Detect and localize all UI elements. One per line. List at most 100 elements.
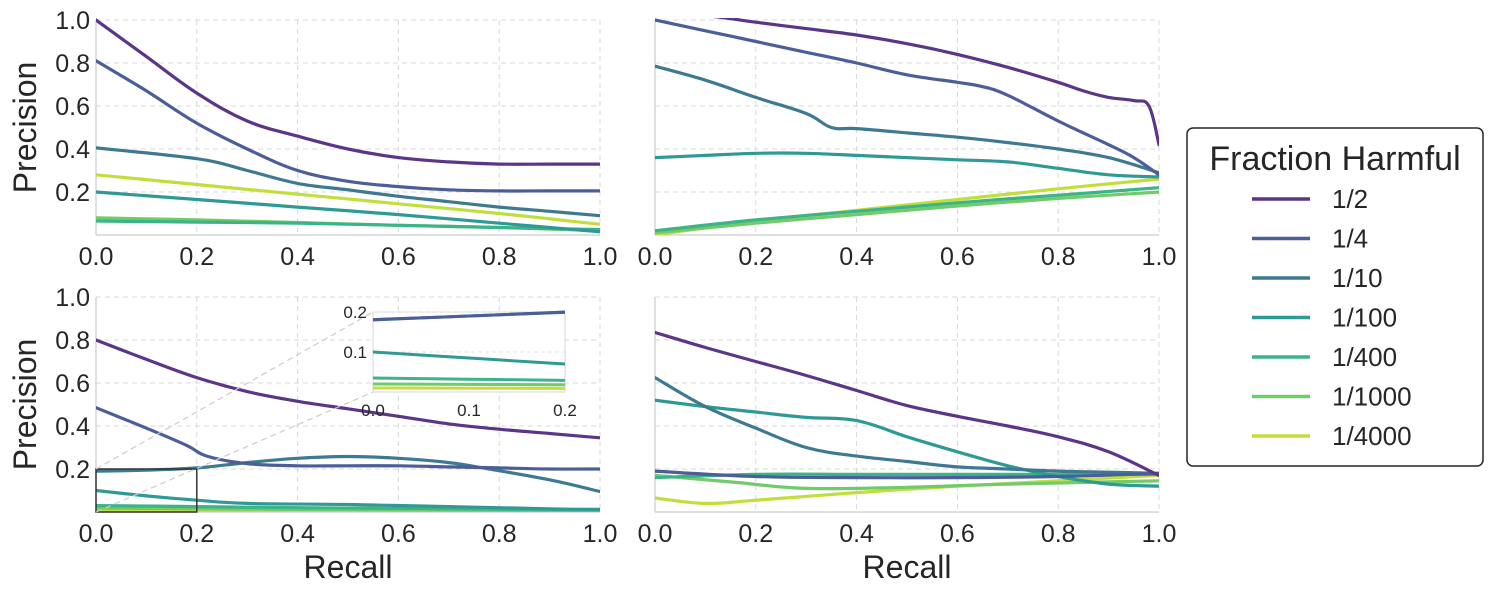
- series-line-1-100: [96, 190, 600, 234]
- legend-frame: [1186, 127, 1484, 467]
- series-lines: [655, 330, 1159, 506]
- legend-label: 1/2: [1332, 184, 1368, 214]
- legend-item: 1/100: [1252, 303, 1397, 333]
- legend: Fraction Harmful 1/2 1/4 1/10 1/100 1/400 1/1…: [1186, 127, 1484, 467]
- x-axis-label: Recall: [304, 549, 393, 585]
- series-line-1-4000: [655, 473, 1159, 506]
- series-line-1-2: [96, 338, 600, 440]
- legend-item: 1/2: [1252, 184, 1368, 214]
- y-axis-label: Precision: [7, 339, 43, 471]
- inset-line-1-1000: [373, 382, 565, 387]
- x-tick-label: 0.0: [638, 520, 673, 548]
- x-tick-label: 1.0: [583, 243, 618, 271]
- x-tick-label: 0.6: [940, 520, 975, 548]
- legend-label: 1/4000: [1332, 421, 1412, 451]
- panel-top-right: 0.0 0.2 0.4 0.6 0.8 1.0: [638, 18, 1177, 271]
- series-line-1-2: [96, 18, 600, 166]
- panel-bottom-left: 0.0 0.2 0.4 0.6 0.8 1.0 0.2 0.4 0.6 0.8 1.0 Precisi…: [7, 284, 617, 585]
- grid: [654, 19, 1160, 235]
- x-tick-label: 0.6: [381, 243, 416, 271]
- x-tick-label: 0.4: [280, 243, 315, 271]
- x-tick-label: 0.8: [482, 520, 517, 548]
- y-tick-label: 0.6: [55, 370, 90, 398]
- x-tick-label: 0.2: [738, 520, 773, 548]
- legend-label: 1/100: [1332, 303, 1397, 333]
- series-lines: [655, 18, 1159, 235]
- inset-zoom: 0.0 0.1 0.2 0.1 0.2: [95, 303, 577, 513]
- y-tick-label: 0.8: [55, 327, 90, 355]
- legend-item: 1/4: [1252, 224, 1368, 254]
- y-tick-label: 0.4: [55, 413, 90, 441]
- y-tick-label: 0.2: [55, 179, 90, 207]
- inset-line-1-400: [373, 376, 565, 382]
- series-line-1-10: [96, 454, 600, 494]
- series-lines: [96, 338, 600, 512]
- series-line-1-100: [96, 488, 600, 511]
- series-line-1-400: [655, 186, 1159, 233]
- x-tick-label: 1.0: [1142, 243, 1177, 271]
- panels: 0.0 0.2 0.4 0.6 0.8 1.0 0.2 0.4 0.6 0.8 1.0 Precisi…: [7, 7, 1176, 585]
- x-tick-label: 0.0: [79, 243, 114, 271]
- legend-label: 1/4: [1332, 224, 1368, 254]
- legend-label: 1/400: [1332, 342, 1397, 372]
- legend-item: 1/4000: [1252, 421, 1412, 451]
- zoom-connector: [95, 391, 374, 513]
- legend-item: 1/1000: [1252, 382, 1412, 412]
- inset-x-tick-label: 0.2: [553, 401, 577, 420]
- series-line-1-100: [655, 151, 1159, 179]
- series-lines: [96, 18, 600, 234]
- x-tick-label: 0.4: [280, 520, 315, 548]
- x-tick-label: 0.2: [179, 520, 214, 548]
- x-tick-label: 0.0: [79, 520, 114, 548]
- series-line-1-2: [655, 330, 1159, 477]
- y-tick-label: 1.0: [55, 7, 90, 35]
- y-tick-label: 0.6: [55, 93, 90, 121]
- inset-series-lines: [373, 310, 565, 390]
- legend-item: 1/10: [1252, 263, 1383, 293]
- grid: [654, 296, 1160, 512]
- legend-item: 1/400: [1252, 342, 1397, 372]
- y-tick-label: 1.0: [55, 284, 90, 312]
- series-line-1-400: [96, 219, 600, 232]
- y-tick-label: 0.8: [55, 50, 90, 78]
- x-tick-label: 0.8: [482, 243, 517, 271]
- x-tick-label: 0.0: [638, 243, 673, 271]
- inset-y-tick-label: 0.1: [343, 343, 367, 362]
- x-tick-label: 0.8: [1041, 520, 1076, 548]
- x-tick-label: 0.2: [179, 243, 214, 271]
- inset-x-tick-label: 0.1: [457, 401, 481, 420]
- x-tick-label: 1.0: [1142, 520, 1177, 548]
- panel-top-left: 0.0 0.2 0.4 0.6 0.8 1.0 0.2 0.4 0.6 0.8 1.0 Precisi…: [7, 7, 617, 271]
- y-tick-label: 0.4: [55, 136, 90, 164]
- series-line-1-10: [96, 146, 600, 218]
- series-line-1-1000: [655, 190, 1159, 235]
- x-tick-label: 0.6: [940, 243, 975, 271]
- legend-title: Fraction Harmful: [1209, 140, 1460, 178]
- x-tick-label: 0.4: [839, 520, 874, 548]
- series-line-1-2: [712, 18, 1159, 147]
- panel-bottom-right: 0.0 0.2 0.4 0.6 0.8 1.0 Recall: [638, 296, 1177, 585]
- legend-label: 1/1000: [1332, 382, 1412, 412]
- inset-line-1-100: [373, 350, 565, 366]
- y-tick-label: 0.2: [55, 456, 90, 484]
- legend-label: 1/10: [1332, 263, 1383, 293]
- x-tick-label: 0.4: [839, 243, 874, 271]
- series-line-1-100: [655, 398, 1159, 488]
- series-line-1-4000: [96, 173, 600, 226]
- series-line-1-4: [96, 406, 600, 471]
- x-axis-label: Recall: [863, 549, 952, 585]
- series-line-1-4: [655, 18, 1159, 177]
- x-tick-label: 0.6: [381, 520, 416, 548]
- series-line-1-4: [655, 469, 1159, 480]
- series-line-1-10: [655, 376, 1159, 475]
- legend-items: 1/2 1/4 1/10 1/100 1/400 1/1000 1/4000: [1252, 184, 1412, 451]
- inset-x-tick-label: 0.0: [361, 401, 385, 420]
- grid: [95, 19, 601, 235]
- x-tick-label: 0.2: [738, 243, 773, 271]
- series-line-1-4: [96, 59, 600, 193]
- x-tick-label: 1.0: [583, 520, 618, 548]
- y-axis-label: Precision: [7, 62, 43, 194]
- inset-y-tick-label: 0.2: [343, 303, 367, 322]
- series-line-1-10: [655, 64, 1159, 175]
